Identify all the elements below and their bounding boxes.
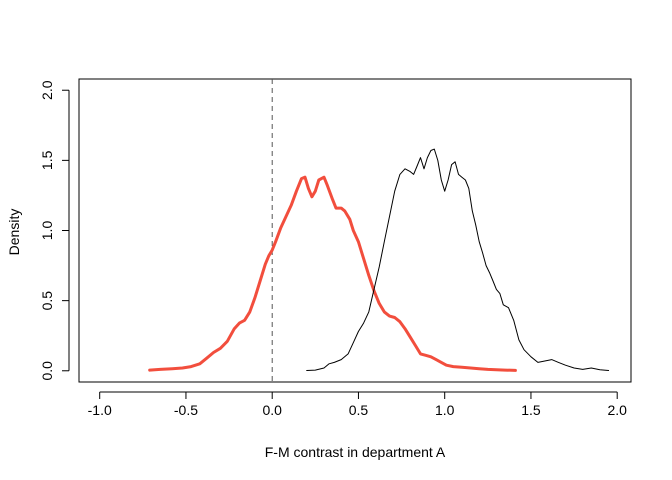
x-axis-title: F-M contrast in department A (265, 444, 446, 460)
y-tick-label: 1.0 (39, 221, 55, 241)
y-tick-label: 2.0 (39, 80, 55, 100)
y-tick-label: 1.5 (39, 150, 55, 170)
y-tick-label: 0.5 (39, 291, 55, 311)
x-tick-label: 0.0 (262, 402, 282, 418)
x-tick-label: 1.0 (435, 402, 455, 418)
plot-frame (78, 78, 632, 383)
x-tick-label: 1.5 (521, 402, 541, 418)
density-curves (148, 148, 610, 372)
y-axis: 0.0 0.5 1.0 1.5 2.0 (39, 80, 70, 381)
x-tick-label: -0.5 (174, 402, 198, 418)
x-tick-label: -1.0 (88, 402, 112, 418)
y-axis-title: Density (6, 209, 22, 256)
y-tick-label: 0.0 (39, 361, 55, 381)
x-axis: -1.0 -0.5 0.0 0.5 1.0 1.5 2.0 (88, 391, 627, 418)
x-tick-label: 0.5 (349, 402, 369, 418)
density-curve-2 (306, 148, 610, 371)
x-tick-label: 2.0 (607, 402, 627, 418)
density-curve-1 (148, 175, 517, 372)
